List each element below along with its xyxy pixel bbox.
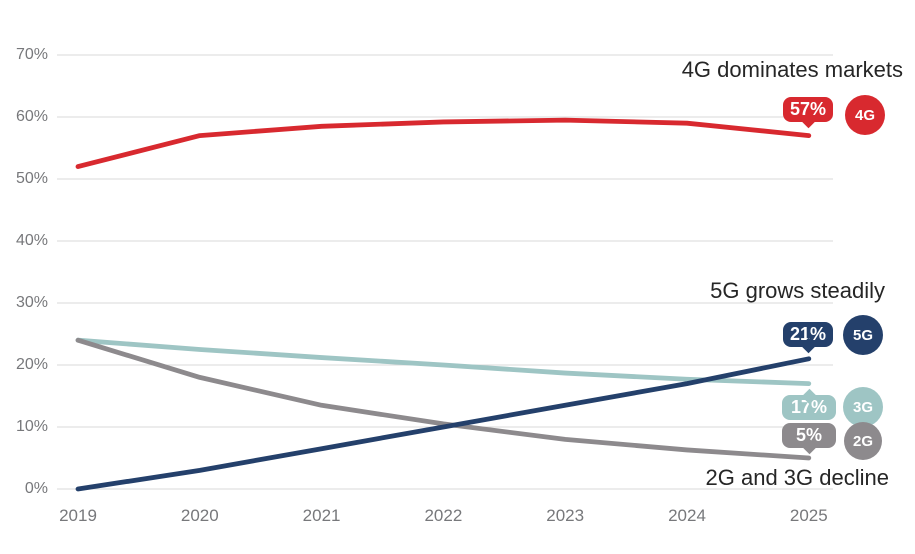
y-tick-label: 60% xyxy=(15,108,48,125)
series-line-4g xyxy=(75,117,812,170)
y-tick-label: 50% xyxy=(15,170,48,187)
y-tick-label: 10% xyxy=(15,418,48,435)
y-tick-label: 70% xyxy=(15,46,48,63)
value-badge-3g-text: 17% xyxy=(790,397,828,417)
x-tick-label: 2019 xyxy=(59,506,97,525)
annotation-5g-grows: 5G grows steadily xyxy=(710,278,885,303)
network-badge-2g: 2G xyxy=(844,422,882,460)
value-badge-2g: 5% xyxy=(782,423,836,455)
network-badge-5g-text: 5G xyxy=(852,326,873,344)
x-tick-label: 2025 xyxy=(789,506,828,525)
network-badge-3g-text: 3G xyxy=(852,398,873,416)
annotation-4g-dominates: 4G dominates markets xyxy=(681,57,903,82)
network-badge-4g-text: 4G xyxy=(854,106,875,124)
annotation-2g-3g-decline: 2G and 3G decline xyxy=(705,465,889,490)
series-line-3g xyxy=(75,337,812,387)
value-badge-4g-text: 57% xyxy=(789,99,827,119)
series-line-2g xyxy=(75,337,812,461)
y-tick-label: 0% xyxy=(24,480,48,497)
value-badge-5g-text: 21% xyxy=(789,324,827,344)
x-tick-label: 2024 xyxy=(668,506,706,525)
value-badge-2g-text: 5% xyxy=(795,425,822,445)
value-badge-4g: 57% xyxy=(783,97,833,129)
y-tick-label: 40% xyxy=(15,232,48,249)
network-badge-2g-text: 2G xyxy=(852,432,873,450)
y-tick-label: 20% xyxy=(15,356,48,373)
x-tick-label: 2021 xyxy=(302,506,341,525)
y-tick-label: 30% xyxy=(15,294,48,311)
network-badge-5g: 5G xyxy=(843,315,883,355)
value-badge-3g: 17% xyxy=(782,388,836,420)
x-tick-label: 2020 xyxy=(180,506,219,525)
x-tick-label: 2022 xyxy=(424,506,463,525)
value-badge-5g: 21% xyxy=(783,322,833,354)
series-line-5g xyxy=(75,356,812,492)
network-badge-3g: 3G xyxy=(843,387,883,427)
x-tick-label: 2023 xyxy=(546,506,585,525)
network-badge-4g: 4G xyxy=(845,95,885,135)
